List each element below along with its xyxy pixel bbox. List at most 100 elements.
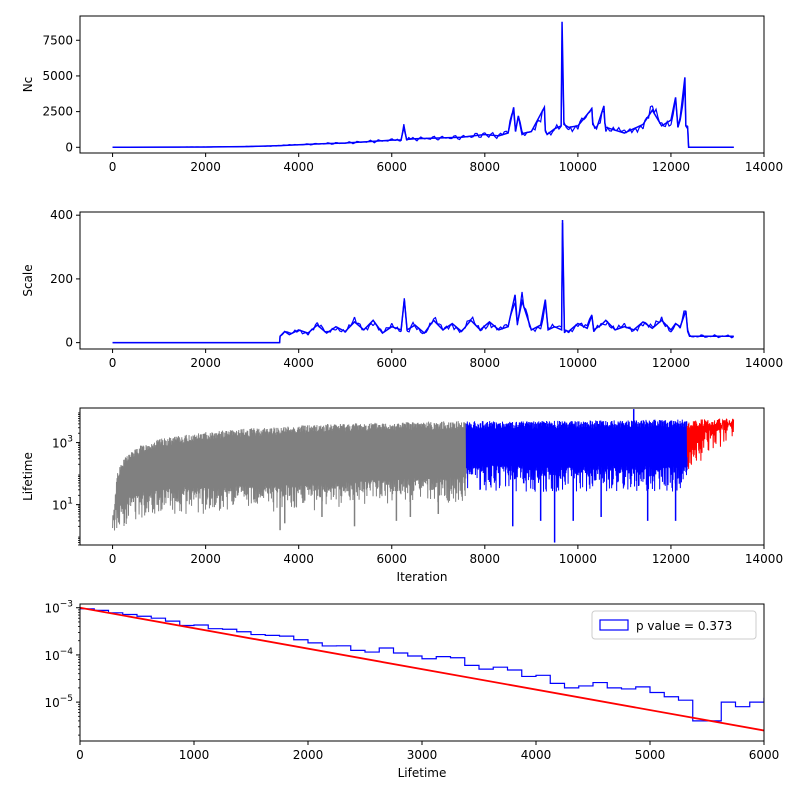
series-segment: [424, 318, 435, 334]
x-tick-label: 14000: [745, 552, 783, 566]
x-tick-label: 1000: [179, 748, 210, 762]
y-ticks: 0 2500 5000 7500: [42, 33, 80, 154]
x-tick-label: 6000: [376, 160, 407, 174]
series-segment: [603, 111, 606, 123]
series-segment: [403, 124, 408, 141]
series-segment: [406, 136, 416, 141]
y-tick-label: 0: [65, 336, 73, 350]
series-segment: [554, 325, 562, 328]
legend-swatch: [599, 619, 629, 631]
plot-area: [112, 219, 735, 344]
series-segment: [284, 331, 290, 334]
x-tick-label: 4000: [283, 160, 314, 174]
series-band: [112, 421, 467, 531]
x-axis-label: Iteration: [397, 570, 448, 584]
y-tick-label: 10−4: [44, 647, 73, 663]
series-segment: [577, 322, 588, 329]
spikes: [279, 409, 677, 543]
series-segment: [279, 331, 286, 337]
series-segment: [479, 321, 491, 332]
x-tick-label: 6000: [376, 552, 407, 566]
series-segment: [488, 321, 500, 331]
x-tick-label: 10000: [559, 552, 597, 566]
series-segment: [513, 112, 517, 131]
series-segment: [507, 302, 516, 328]
series-segment: [685, 310, 689, 330]
series-segment: [651, 105, 662, 124]
series-segment: [591, 107, 594, 122]
panel-1: 0 2000 4000 6000 8000 10000 12000 14000 0 2500 500…: [21, 15, 783, 174]
series-segment: [593, 323, 602, 333]
panel-2: 0 2000 4000 6000 8000 10000 12000 14000 0 200 400 S…: [21, 208, 783, 370]
x-tick-label: 12000: [652, 160, 690, 174]
y-tick-label: 5000: [42, 69, 73, 83]
series-segment: [406, 321, 416, 333]
series-segment: [316, 322, 327, 333]
series-segment: [568, 124, 579, 133]
series-segment: [531, 326, 542, 333]
x-ticks: 0 1000 2000 3000 4000 5000 6000: [76, 741, 779, 762]
y-ticks: 10−5 10−4 10−3: [44, 600, 80, 736]
x-tick-label: 2000: [190, 552, 221, 566]
series-segment: [623, 322, 634, 333]
axes-frame: [79, 211, 765, 350]
x-tick-label: 14000: [745, 356, 783, 370]
series-segment: [521, 291, 532, 330]
series-segment: [451, 324, 462, 334]
series-segment: [652, 316, 663, 328]
y-tick-label: 7500: [42, 33, 73, 47]
series-segment: [400, 298, 405, 332]
series-segment: [437, 135, 463, 141]
series-segment: [524, 130, 532, 137]
series-segment: [544, 303, 549, 329]
y-ticks: 0 200 400: [50, 208, 80, 350]
plot-area: [80, 606, 764, 732]
series-segment: [674, 98, 679, 128]
series-segment: [368, 138, 393, 144]
x-tick-label: 8000: [470, 356, 501, 370]
series-segment: [391, 138, 402, 142]
x-axis-label: Lifetime: [398, 766, 447, 780]
y-tick-label: 200: [50, 272, 73, 286]
series-segment: [679, 310, 686, 329]
x-tick-label: 0: [109, 356, 117, 370]
series-segment: [345, 140, 369, 145]
x-tick-label: 0: [109, 160, 117, 174]
y-tick-label: 103: [52, 435, 73, 451]
series-line: [112, 21, 734, 149]
series-segment: [461, 319, 472, 332]
plot-area: [112, 409, 735, 543]
y-tick-label: 10−3: [44, 600, 73, 616]
series-segment: [633, 125, 644, 134]
legend-box: [591, 610, 757, 640]
series-segment: [498, 130, 509, 136]
series-segment: [521, 131, 526, 137]
series-segment: [548, 323, 556, 329]
series-segment: [661, 316, 672, 333]
series-segment: [543, 108, 546, 132]
fit-line: [80, 606, 764, 732]
x-tick-label: 0: [109, 552, 117, 566]
series-segment: [514, 302, 518, 326]
series-segment: [679, 85, 686, 121]
series-segment: [563, 121, 570, 131]
legend-label: p value = 0.373: [636, 619, 732, 633]
series-segment: [577, 107, 593, 130]
series-segment: [353, 316, 364, 331]
series-segment: [586, 314, 593, 326]
series-noise: [112, 40, 734, 148]
series-segment: [344, 316, 356, 333]
series-band: [465, 419, 688, 492]
series-segment: [546, 129, 556, 137]
series-segment: [289, 329, 300, 335]
x-tick-label: 10000: [559, 160, 597, 174]
series-segment: [592, 121, 597, 130]
series-segment: [677, 120, 681, 128]
y-tick-label: 10−5: [44, 694, 73, 710]
series-segment: [442, 324, 453, 331]
y-tick-label: 0: [65, 140, 73, 154]
series-segment: [414, 135, 439, 142]
series-segment: [540, 303, 546, 330]
x-ticks: 0 2000 4000 6000 8000 10000 12000 14000: [109, 545, 783, 566]
panel-3: 0 2000 4000 6000 8000 10000 12000 14000 101 103 Li…: [21, 407, 783, 584]
